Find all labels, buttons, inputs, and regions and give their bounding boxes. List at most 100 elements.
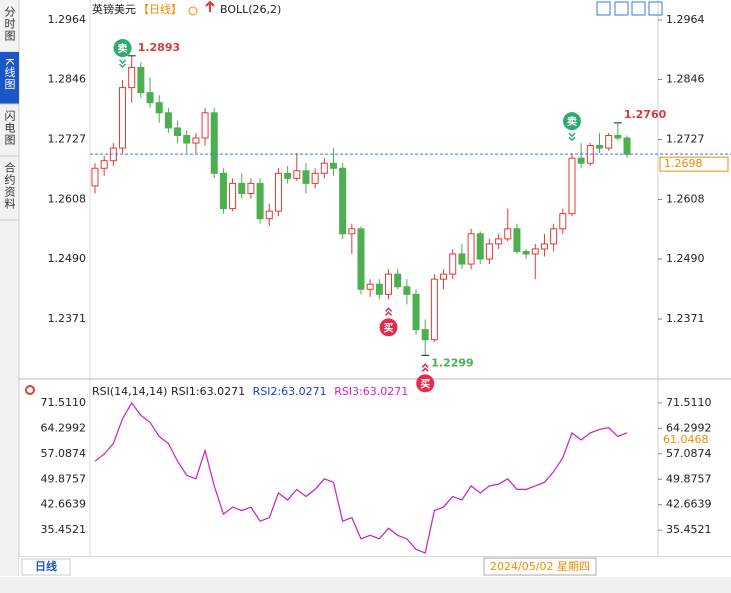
- indicator: BOLL(26,2): [220, 3, 281, 16]
- candle-body: [430, 278, 438, 341]
- indicator-label: RSI1:63.0271: [171, 385, 245, 398]
- toolbar-icons: [596, 1, 663, 16]
- y-tick-label: 1.2490: [48, 252, 87, 265]
- y-tick-label: 1.2964: [48, 13, 87, 26]
- icon[interactable]: [631, 1, 646, 16]
- signal-arrows: [568, 132, 576, 142]
- period-tab-box[interactable]: [21, 558, 71, 576]
- candle-body: [201, 112, 209, 139]
- crosshair-date-box: [483, 557, 597, 576]
- signal-arrows: [421, 363, 429, 372]
- crosshair-date: 2024/05/02 星期四: [490, 560, 590, 573]
- signal-label: 卖: [118, 42, 128, 55]
- candle-body: [467, 233, 475, 265]
- symbol: 英镑美元: [92, 2, 136, 16]
- signal-arrows: [384, 307, 393, 316]
- candle-body: [311, 172, 319, 184]
- indicator-label: RSI2:63.0271: [253, 385, 327, 398]
- candle-body: [550, 228, 558, 245]
- toolbar-bg: [0, 577, 731, 593]
- y-tick-label-right: 1.2727: [666, 133, 705, 146]
- candle-body: [137, 66, 145, 94]
- y-tick-label-right: 57.0874: [666, 447, 712, 460]
- y-tick-label: 71.5110: [41, 396, 87, 409]
- signal-badge[interactable]: [379, 318, 398, 337]
- period-tab[interactable]: 日线: [35, 559, 57, 573]
- side-tab[interactable]: 合约资料: [3, 161, 16, 210]
- current-value-label: 61.0468: [663, 433, 709, 446]
- icon[interactable]: [648, 1, 663, 16]
- y-tick-label: 1.2608: [48, 193, 87, 206]
- candle-body: [504, 228, 512, 240]
- side-tab[interactable]: K线图: [3, 58, 16, 90]
- settings-icon[interactable]: [25, 385, 35, 395]
- current-price-label: 1.2698: [664, 157, 703, 170]
- arrow-icon[interactable]: [205, 0, 215, 12]
- candle-body: [421, 329, 429, 341]
- candle-body: [412, 293, 420, 331]
- extreme-label: 1.2893: [138, 41, 180, 54]
- y-tick-label: 64.2992: [41, 421, 87, 434]
- candle-body: [164, 112, 172, 129]
- signal-arrows: [118, 59, 127, 69]
- candle-body: [495, 238, 503, 245]
- candle-body: [385, 273, 393, 295]
- zoom-icon[interactable]: [188, 6, 198, 16]
- candle-body: [394, 273, 402, 288]
- signal-label: 买: [420, 378, 430, 390]
- candle-body: [568, 157, 576, 215]
- icon[interactable]: [614, 1, 629, 16]
- side-tab-active: [0, 52, 19, 104]
- x-axis-strip: [19, 557, 731, 577]
- candle-body: [485, 243, 493, 260]
- candle-body: [100, 160, 108, 169]
- y-tick-label-right: 49.8757: [666, 472, 712, 485]
- extreme-label: 1.2299: [431, 356, 473, 369]
- candle-body: [238, 182, 246, 194]
- candle-body: [513, 228, 521, 252]
- y-tick-label-right: 1.2490: [666, 252, 705, 265]
- y-tick-label: 1.2727: [48, 133, 87, 146]
- y-tick-label: 1.2846: [48, 73, 87, 86]
- candle-body: [302, 170, 310, 184]
- candle-body: [440, 273, 448, 280]
- candle-body: [403, 286, 411, 295]
- candle-body: [366, 283, 374, 290]
- y-tick-label: 42.6639: [41, 498, 87, 511]
- signal-badge[interactable]: [562, 112, 581, 131]
- candle-body: [146, 92, 154, 104]
- indicator-label: RSI3:63.0271: [334, 385, 408, 398]
- icon[interactable]: [596, 1, 611, 16]
- candle-body: [183, 134, 191, 144]
- candle-body: [577, 157, 585, 164]
- signal-label: 买: [384, 322, 394, 334]
- signal-label: 卖: [567, 115, 577, 128]
- candle-body: [293, 170, 301, 179]
- side-tab[interactable]: 分时图: [3, 6, 16, 42]
- y-tick-label-right: 1.2846: [666, 73, 705, 86]
- candle-body: [91, 167, 99, 187]
- candle-body: [357, 228, 365, 290]
- candle-body: [229, 182, 237, 210]
- candle-body: [559, 213, 567, 230]
- candle-body: [284, 172, 292, 179]
- y-tick-label-right: 42.6639: [666, 498, 712, 511]
- candle-body: [540, 243, 548, 250]
- candle-body: [458, 253, 466, 265]
- y-tick-label-right: 1.2964: [666, 13, 705, 26]
- candle-body: [210, 112, 218, 174]
- signal-badge[interactable]: [416, 374, 435, 393]
- candle-body: [320, 162, 328, 174]
- signal-badge[interactable]: [113, 39, 132, 58]
- side-tab[interactable]: 闪电图: [3, 109, 16, 146]
- candle-body: [614, 134, 622, 139]
- y-tick-label-right: 71.5110: [666, 396, 712, 409]
- candle-body: [522, 250, 530, 255]
- y-tick-label-right: 35.4521: [666, 523, 712, 536]
- y-tick-label-right: 1.2608: [666, 193, 705, 206]
- candle-body: [595, 145, 603, 149]
- candle-body: [256, 182, 264, 220]
- candle-body: [605, 134, 613, 149]
